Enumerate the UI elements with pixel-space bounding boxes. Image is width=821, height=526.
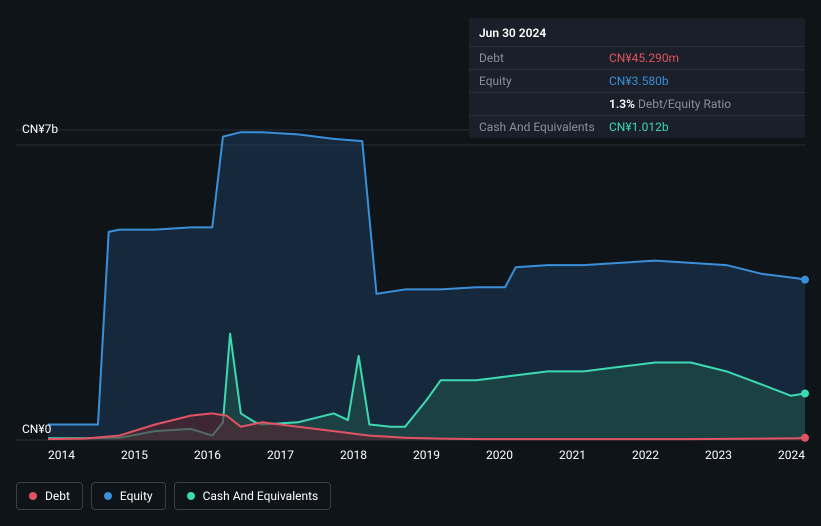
- x-axis-label: 2024: [778, 448, 805, 462]
- x-axis-label: 2016: [194, 448, 221, 462]
- legend-dot-icon: [104, 492, 112, 500]
- x-axis-label: 2020: [486, 448, 513, 462]
- x-axis-label: 2021: [559, 448, 586, 462]
- tooltip-label: [479, 97, 609, 111]
- x-axis-labels: 2014 2015 2016 2017 2018 2019 2020 2021 2022 2023…: [48, 448, 805, 462]
- tooltip-value: CN¥1.012b: [609, 120, 795, 134]
- tooltip-value: CN¥3.580b: [609, 74, 795, 88]
- tooltip-label: Debt: [479, 51, 609, 65]
- legend-dot-icon: [29, 492, 37, 500]
- legend-label: Equity: [120, 489, 153, 503]
- chart-legend: Debt Equity Cash And Equivalents: [16, 482, 331, 510]
- legend-dot-icon: [187, 492, 195, 500]
- x-axis-label: 2023: [705, 448, 732, 462]
- tooltip-row: EquityCN¥3.580b: [469, 69, 805, 92]
- tooltip-value: 1.3% Debt/Equity Ratio: [609, 97, 795, 111]
- data-tooltip: Jun 30 2024 DebtCN¥45.290mEquityCN¥3.580…: [469, 18, 805, 138]
- tooltip-date: Jun 30 2024: [469, 18, 805, 46]
- tooltip-label: Cash And Equivalents: [479, 120, 609, 134]
- tooltip-row: Cash And EquivalentsCN¥1.012b: [469, 115, 805, 138]
- x-axis-label: 2017: [267, 448, 294, 462]
- legend-label: Debt: [45, 489, 70, 503]
- legend-item-cash[interactable]: Cash And Equivalents: [174, 482, 332, 510]
- tooltip-label: Equity: [479, 74, 609, 88]
- tooltip-row: 1.3% Debt/Equity Ratio: [469, 92, 805, 115]
- y-axis-label: CN¥7b: [22, 122, 58, 136]
- legend-item-debt[interactable]: Debt: [16, 482, 83, 510]
- x-axis-label: 2018: [340, 448, 367, 462]
- legend-item-equity[interactable]: Equity: [91, 482, 166, 510]
- x-axis-label: 2019: [413, 448, 440, 462]
- x-axis-label: 2015: [121, 448, 148, 462]
- y-axis-label: CN¥0: [22, 422, 51, 436]
- tooltip-value: CN¥45.290m: [609, 51, 795, 65]
- tooltip-row: DebtCN¥45.290m: [469, 46, 805, 69]
- x-axis-label: 2014: [48, 448, 75, 462]
- x-axis-label: 2022: [632, 448, 659, 462]
- legend-label: Cash And Equivalents: [203, 489, 319, 503]
